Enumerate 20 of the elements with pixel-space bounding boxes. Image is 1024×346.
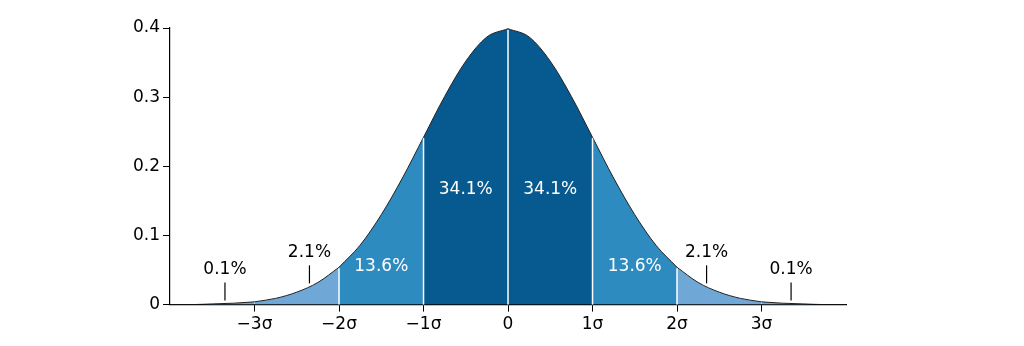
x-tick-label: 2σ — [666, 313, 689, 334]
annotation: 34.1% — [438, 178, 493, 199]
y-tick-label: 0.4 — [132, 16, 161, 37]
annotation: 2.1% — [684, 240, 729, 261]
x-tick-label: −3σ — [236, 313, 273, 334]
annotation: 0.1% — [203, 257, 247, 278]
y-tick-label: 0 — [149, 293, 161, 314]
annotation: 13.6% — [354, 254, 409, 275]
x-tick-label: −2σ — [321, 313, 358, 334]
x-tick-label: 1σ — [581, 313, 604, 334]
x-tick-label: 0 — [502, 313, 514, 334]
y-tick-label: 0.3 — [132, 85, 161, 106]
annotation: 0.1% — [769, 257, 813, 278]
x-tick-label: −1σ — [405, 313, 442, 334]
y-tick-label: 0.1 — [132, 223, 161, 244]
annotation: 34.1% — [523, 178, 578, 199]
x-tick-label: 3σ — [750, 313, 773, 334]
annotation: 2.1% — [287, 240, 332, 261]
annotation: 13.6% — [607, 254, 662, 275]
y-tick-label: 0.2 — [132, 154, 161, 175]
